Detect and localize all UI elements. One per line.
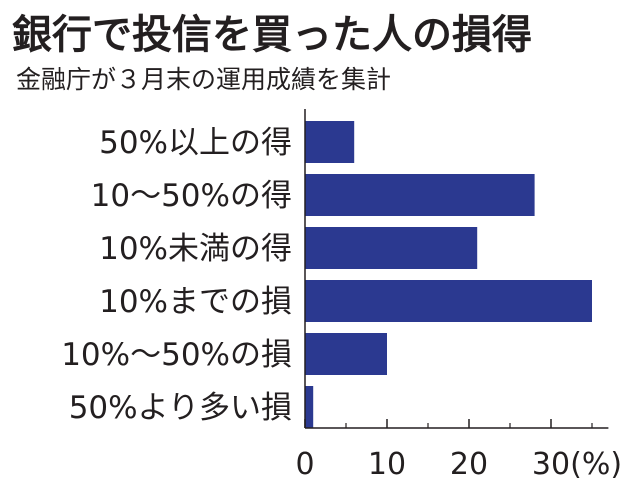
bar-2 [305,227,478,269]
bar-5 [305,386,314,428]
chart-subtitle: 金融庁が３月末の運用成績を集計 [16,65,392,94]
category-label-2: 10%未満の得 [99,231,292,267]
category-label-5: 50%より多い損 [69,390,292,426]
x-tick-label-3: 30 [532,447,570,482]
bar-4 [305,333,387,375]
x-unit-label: (%) [570,447,622,482]
x-tick-label-0: 0 [295,447,314,482]
category-label-0: 50%以上の得 [99,125,292,161]
category-label-4: 10%～50%の損 [61,337,292,373]
chart-title: 銀行で投信を買った人の損得 [12,12,532,58]
category-label-1: 10～50%の得 [91,178,292,214]
bar-1 [305,174,535,216]
category-label-3: 10%までの損 [99,284,292,320]
bar-0 [305,121,355,163]
bar-3 [305,280,592,322]
x-tick-label-1: 10 [368,447,406,482]
x-tick-label-2: 20 [450,447,488,482]
